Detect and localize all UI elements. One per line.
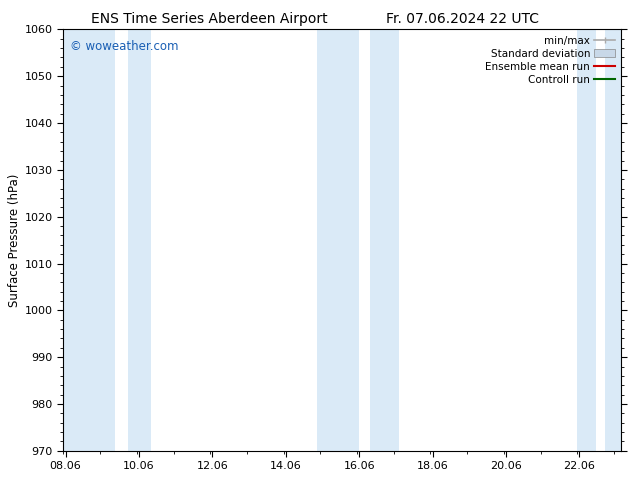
Legend: min/max, Standard deviation, Ensemble mean run, Controll run: min/max, Standard deviation, Ensemble me…	[481, 31, 619, 89]
Y-axis label: Surface Pressure (hPa): Surface Pressure (hPa)	[8, 173, 21, 307]
Bar	[605, 29, 621, 451]
Bar	[370, 29, 399, 451]
Text: Fr. 07.06.2024 22 UTC: Fr. 07.06.2024 22 UTC	[386, 12, 540, 26]
Bar	[127, 29, 152, 451]
Bar	[63, 29, 115, 451]
Bar	[316, 29, 359, 451]
Text: ENS Time Series Aberdeen Airport: ENS Time Series Aberdeen Airport	[91, 12, 328, 26]
Bar	[578, 29, 595, 451]
Text: © woweather.com: © woweather.com	[70, 40, 179, 53]
